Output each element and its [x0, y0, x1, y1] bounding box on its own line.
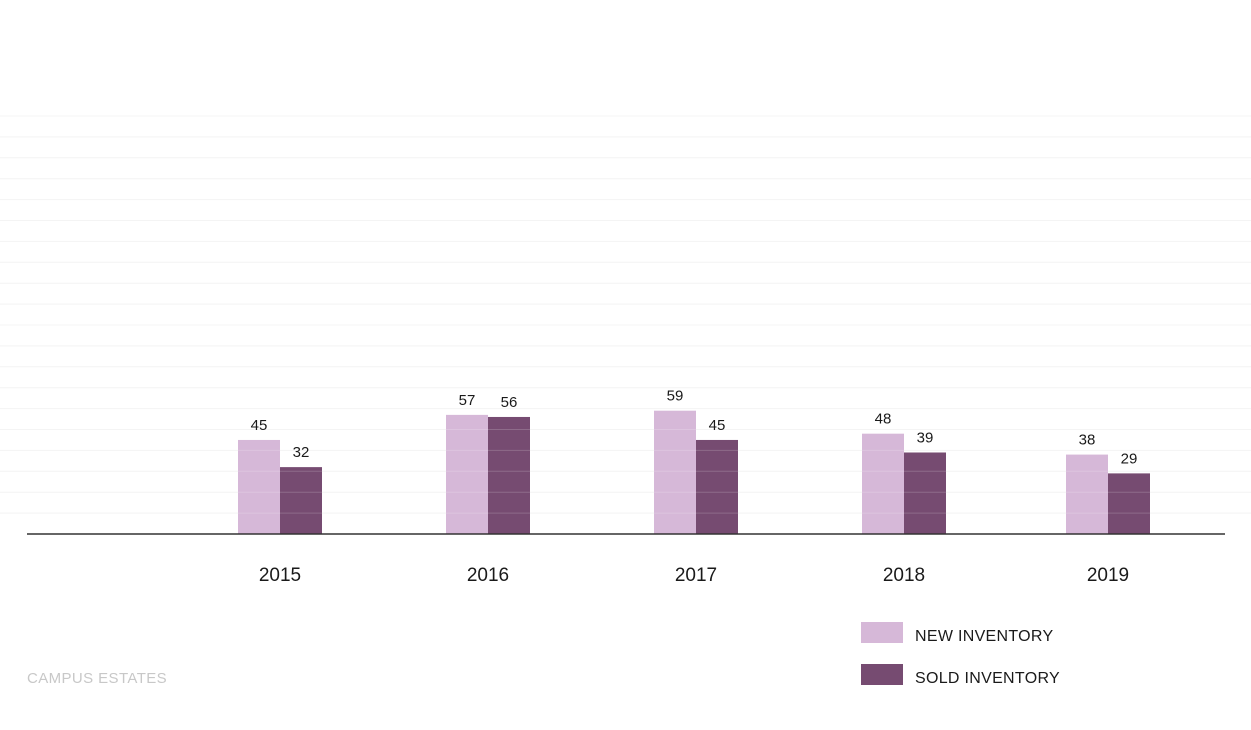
data-label-new-2015: 45: [251, 417, 268, 434]
legend-label-sold-inventory: SOLD INVENTORY: [915, 669, 1060, 687]
bar-sold-2016: [488, 416, 530, 534]
legend-swatch-sold-inventory: [861, 664, 903, 685]
legend-item-new-inventory: NEW INVENTORY: [861, 622, 1060, 645]
category-label-2017: 2017: [675, 565, 717, 586]
bar-new-2016: [446, 414, 488, 534]
bar-new-2015: [238, 439, 280, 534]
legend-item-sold-inventory: SOLD INVENTORY: [861, 664, 1060, 687]
bar-grid-overlay: [0, 115, 1251, 514]
bars: [0, 115, 1251, 534]
data-label-new-2017: 59: [667, 388, 684, 405]
bar-sold-2019: [1108, 473, 1150, 534]
bar-new-2019: [1066, 454, 1108, 534]
data-label-sold-2016: 56: [501, 394, 518, 411]
gridlines: [0, 115, 1251, 514]
category-label-2018: 2018: [883, 565, 925, 586]
category-label-2016: 2016: [467, 565, 509, 586]
footer-brand: CAMPUS ESTATES: [27, 670, 168, 687]
bar-sold-2018: [904, 452, 946, 534]
data-label-sold-2015: 32: [293, 444, 310, 461]
data-labels: 45 32 57 56 59 45 48 39 38 29: [251, 388, 1138, 468]
legend-label-new-inventory: NEW INVENTORY: [915, 627, 1054, 645]
bar-sold-2017: [696, 439, 738, 534]
legend: NEW INVENTORY SOLD INVENTORY: [861, 622, 1060, 706]
data-label-sold-2018: 39: [917, 429, 934, 446]
data-label-new-2018: 48: [875, 411, 892, 428]
bar-new-2017: [654, 410, 696, 534]
data-label-new-2016: 57: [459, 392, 476, 409]
data-label-new-2019: 38: [1079, 432, 1096, 449]
category-label-2019: 2019: [1087, 565, 1129, 586]
data-label-sold-2017: 45: [709, 417, 726, 434]
legend-swatch-new-inventory: [861, 622, 903, 643]
data-label-sold-2019: 29: [1121, 450, 1138, 467]
category-labels: 2015 2016 2017 2018 2019: [259, 565, 1129, 586]
category-label-2015: 2015: [259, 565, 301, 586]
bar-sold-2015: [280, 467, 322, 534]
bar-new-2018: [862, 433, 904, 534]
